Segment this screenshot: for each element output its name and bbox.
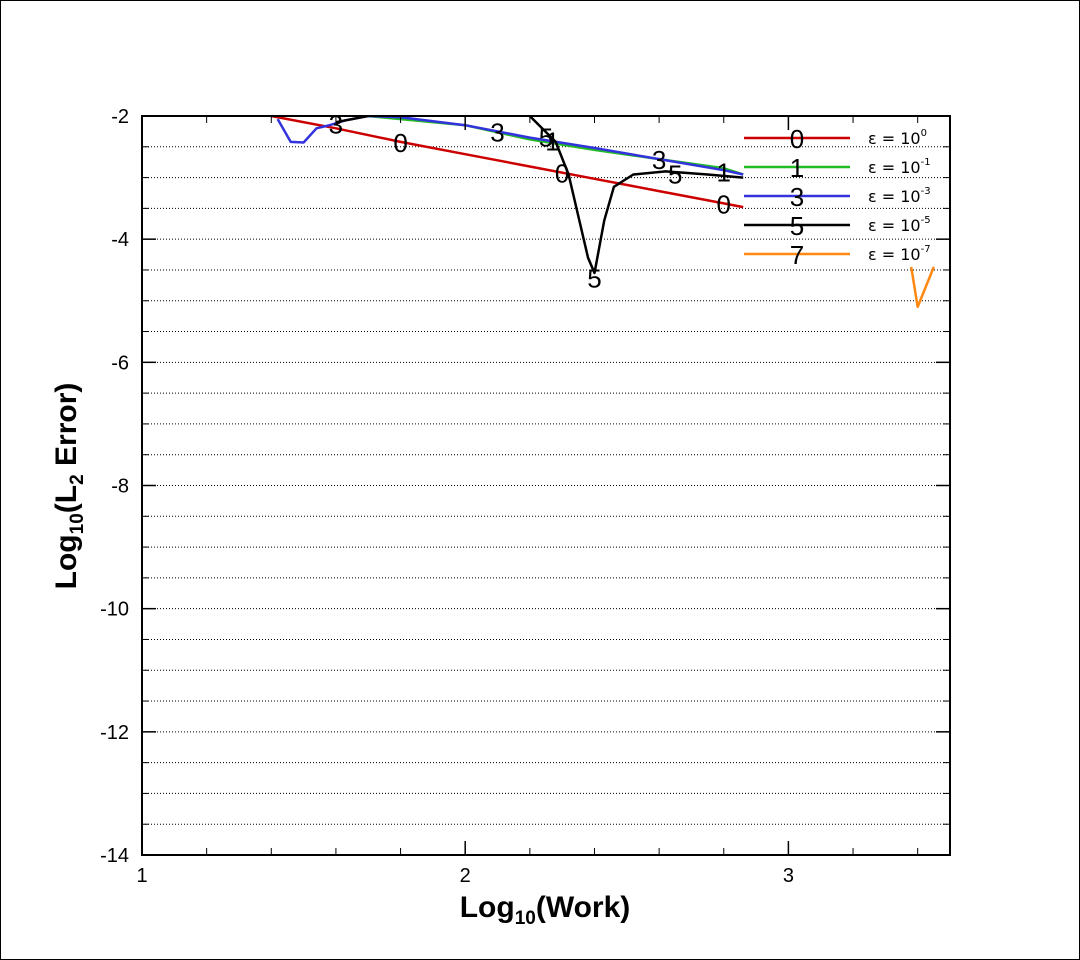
- curve-label-1: 1: [717, 157, 731, 187]
- legend-label-exponent: -7: [921, 244, 931, 255]
- legend-marker-7: 7: [790, 240, 804, 270]
- legend-label-3: ε = 10-3: [868, 186, 931, 206]
- plot-area-border: [141, 115, 951, 856]
- y-axis-title-sub1: 10: [67, 513, 88, 534]
- series-line-7: [909, 266, 935, 309]
- legend-label-0: ε = 100: [868, 128, 927, 148]
- curve-label-3: 3: [329, 109, 343, 139]
- curve-label-5: 5: [668, 159, 682, 189]
- curve-label-0: 0: [717, 189, 731, 219]
- x-axis-title: Log10(Work): [460, 891, 631, 929]
- y-tick-label: -2: [111, 106, 129, 128]
- x-axis-title-sub: 10: [515, 908, 536, 929]
- x-axis-title-rest: (Work): [536, 891, 630, 924]
- legend-label-base: ε = 10: [868, 158, 921, 177]
- tick-labels: -14 -12 -10 -8 -6 -4 -2 1 2 3: [100, 106, 794, 887]
- curve-label-5: 5: [539, 122, 553, 152]
- y-axis-title-sub2: 2: [67, 474, 88, 485]
- legend-label-5: ε = 10-5: [868, 215, 931, 235]
- y-axis-title-prefix: Log: [50, 534, 83, 589]
- legend-marker-5: 5: [790, 211, 804, 241]
- grid-lines: [142, 146, 950, 825]
- legend-label-7: ε = 10-7: [868, 244, 931, 264]
- legend-label-exponent: -3: [921, 186, 931, 197]
- curve-label-0: 0: [555, 159, 569, 189]
- legend-label-1: ε = 10-1: [868, 157, 931, 177]
- curve-label-3: 3: [490, 117, 504, 147]
- y-axis-title-rest: Error): [50, 383, 83, 475]
- legend-label-base: ε = 10: [868, 129, 921, 148]
- y-tick-label: -12: [100, 722, 129, 744]
- curve-label-0: 0: [393, 128, 407, 158]
- legend-label-base: ε = 10: [868, 187, 921, 206]
- y-tick-label: -10: [100, 599, 129, 621]
- legend-label-exponent: 0: [921, 128, 927, 139]
- legend-marker-0: 0: [790, 124, 804, 154]
- y-axis-title-mid: (L: [50, 485, 83, 513]
- curve-label-3: 3: [652, 145, 666, 175]
- legend-label-base: ε = 10: [868, 216, 921, 235]
- curve-label-1: 1: [545, 127, 559, 157]
- legend-marker-1: 1: [790, 153, 804, 183]
- curve-label-5: 5: [587, 263, 601, 293]
- x-tick-label: 1: [136, 865, 147, 887]
- series-line-5: [335, 116, 744, 275]
- y-tick-label: -6: [111, 352, 129, 374]
- legend-label-exponent: -1: [921, 157, 931, 168]
- legend-marker-3: 3: [790, 182, 804, 212]
- axis-ticks: [141, 115, 950, 856]
- x-tick-label: 2: [460, 865, 471, 887]
- y-tick-label: -14: [100, 845, 129, 867]
- legend-label-base: ε = 10: [868, 245, 921, 264]
- x-tick-label: 3: [783, 865, 794, 887]
- y-axis-title: Log10(L2 Error): [50, 383, 88, 590]
- series-line-0: [271, 116, 744, 209]
- y-tick-label: -4: [111, 229, 129, 251]
- x-axis-title-prefix: Log: [460, 891, 515, 924]
- y-tick-label: -8: [111, 476, 129, 498]
- outside-series-layer: [909, 266, 935, 309]
- legend-label-exponent: -5: [921, 215, 931, 226]
